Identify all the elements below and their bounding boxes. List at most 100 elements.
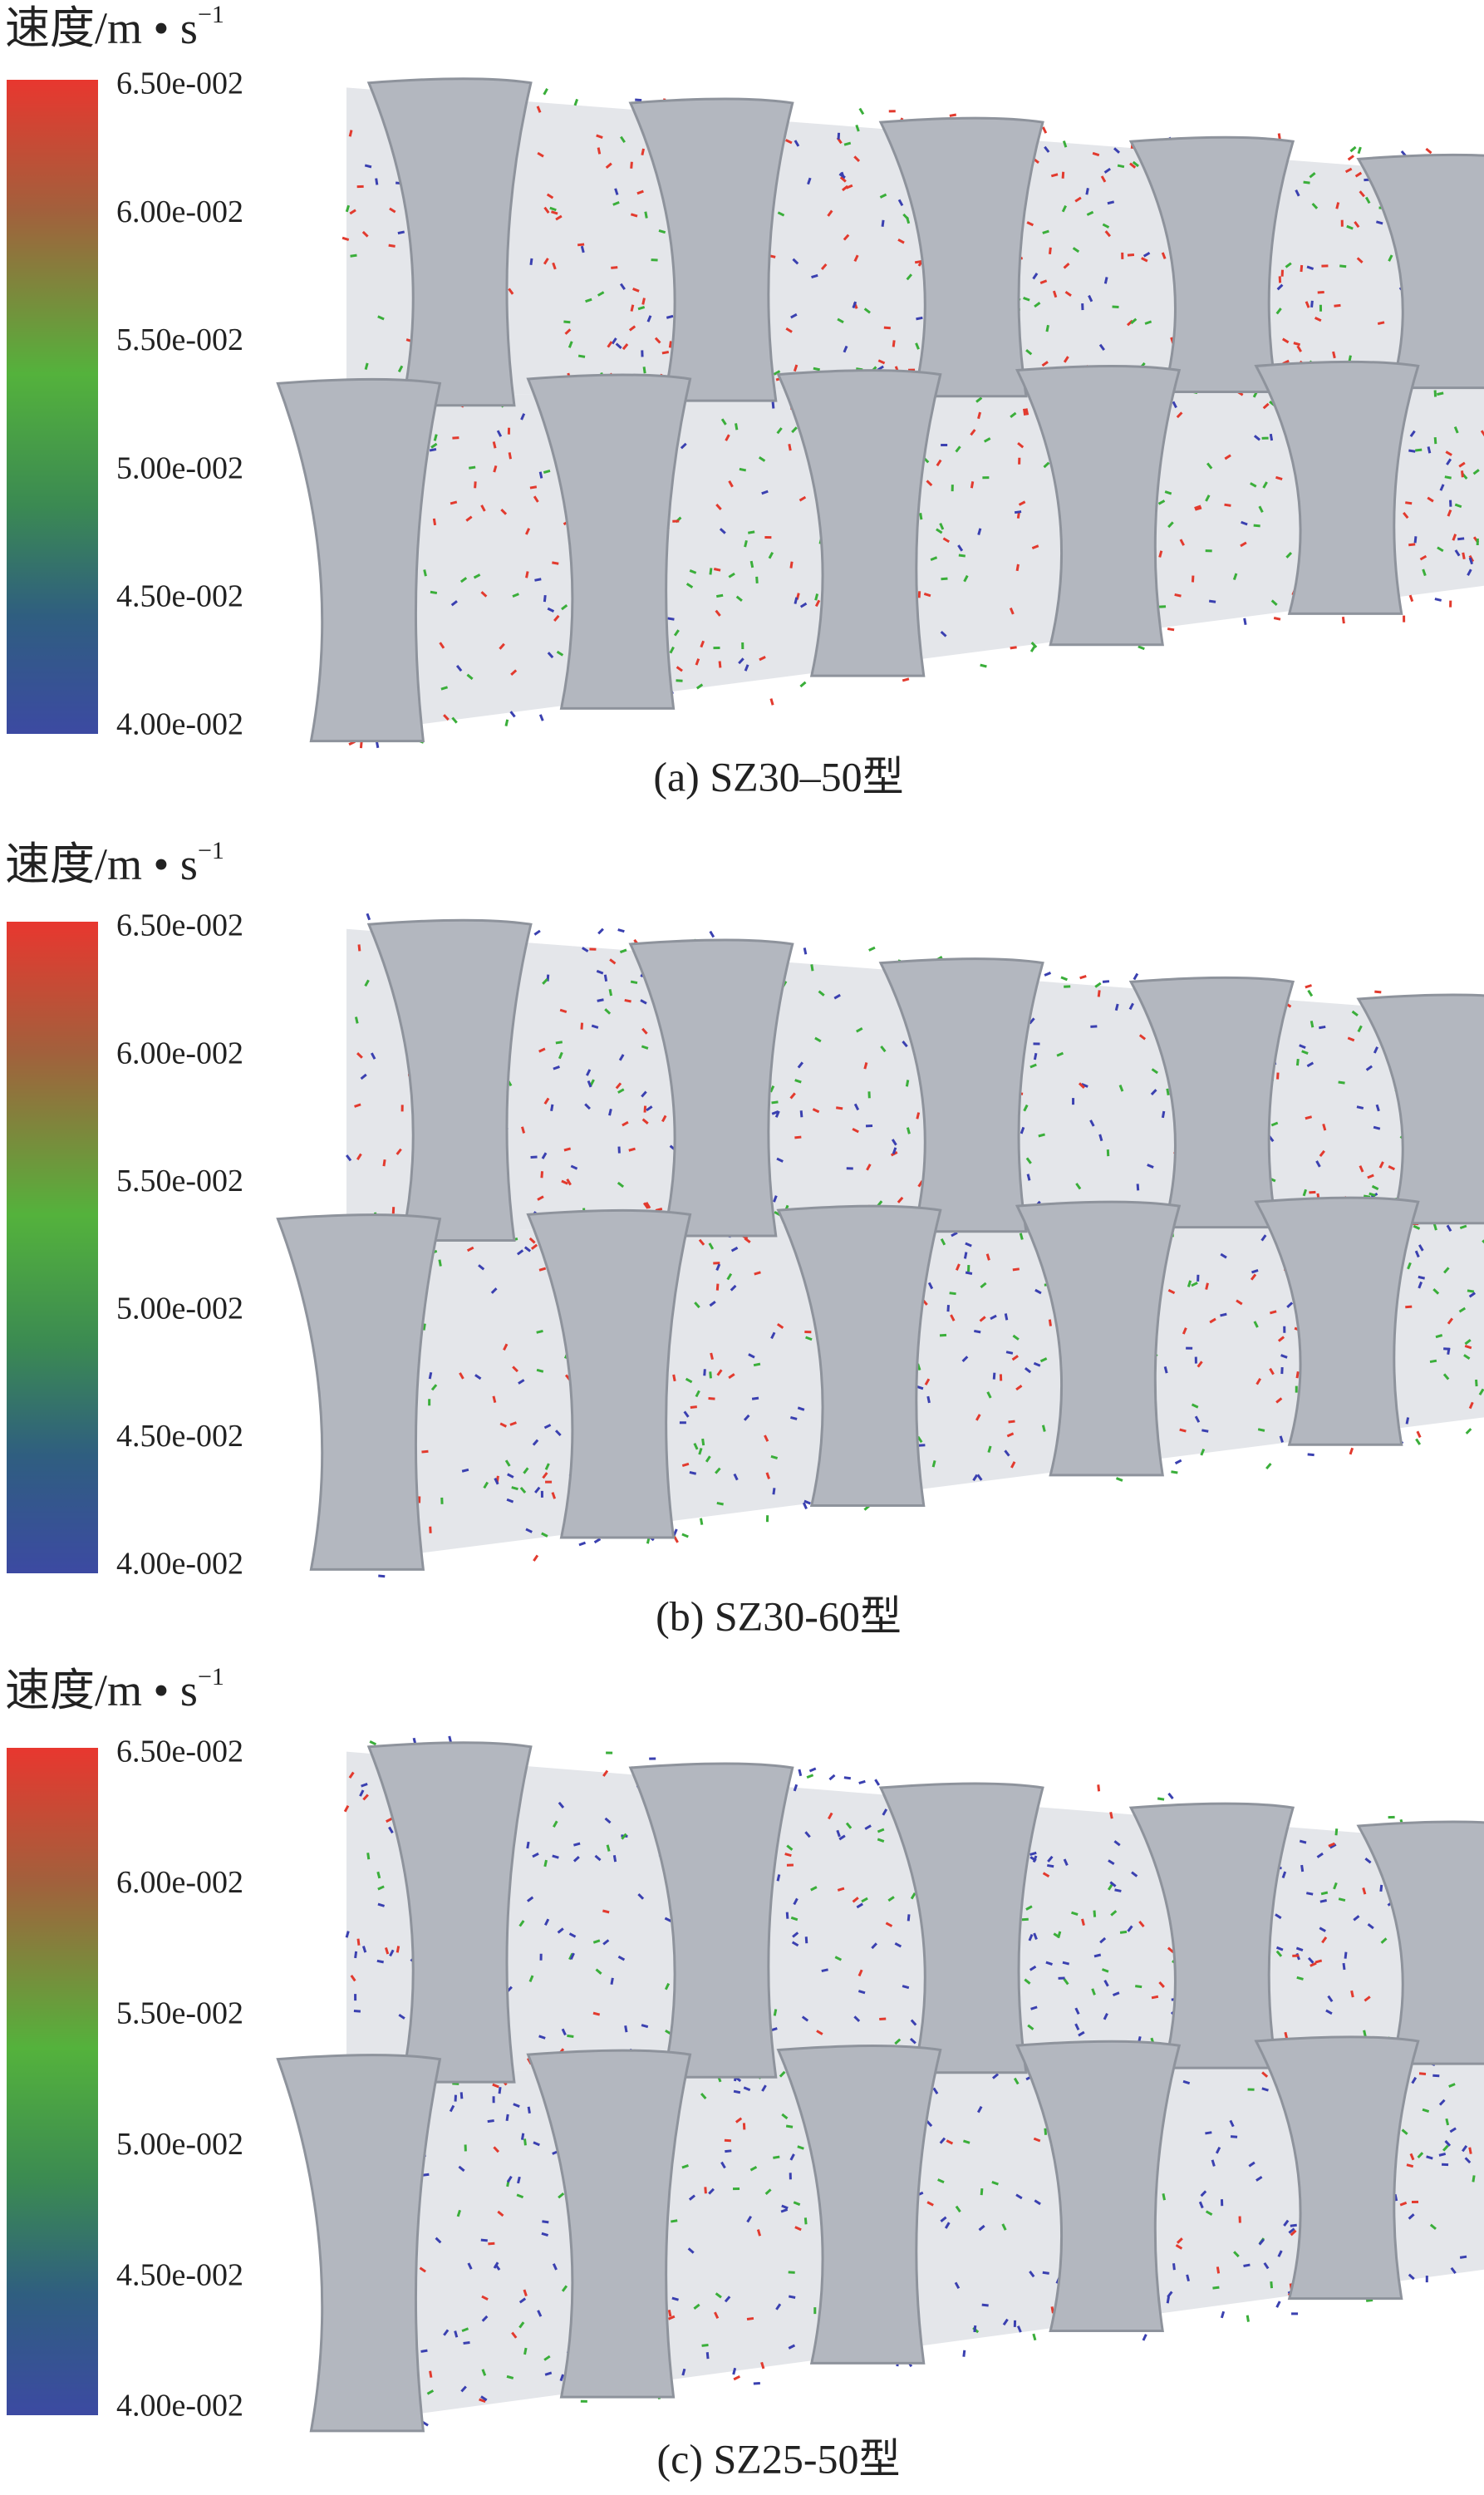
colorbar-tick-label: 6.50e-002 (116, 908, 243, 943)
screw-flight (628, 97, 794, 402)
velocity-vector (1408, 2273, 1415, 2281)
velocity-vector (965, 1271, 973, 1275)
velocity-vector (1445, 450, 1452, 456)
velocity-vector (1301, 1050, 1309, 1055)
velocity-vector (604, 1008, 612, 1015)
velocity-vector (554, 1430, 562, 1437)
velocity-vector (1437, 391, 1444, 396)
velocity-vector (1353, 1915, 1360, 1922)
velocity-vector (709, 930, 715, 938)
screw-flight (276, 377, 442, 743)
velocity-vector (1347, 1036, 1355, 1042)
velocity-vector (940, 1238, 946, 1246)
velocity-vector (1208, 599, 1216, 603)
screw-flight (878, 1782, 1044, 2074)
velocity-vector (1098, 343, 1105, 352)
velocity-vector (981, 2303, 989, 2307)
velocity-vector (700, 2093, 707, 2099)
velocity-vector (397, 230, 405, 235)
velocity-vector (1281, 1871, 1287, 1879)
velocity-vector (773, 370, 781, 376)
velocity-vector (641, 1045, 649, 1050)
velocity-vector (1408, 594, 1414, 603)
colorbar-tick-label: 4.50e-002 (116, 579, 243, 614)
velocity-vector (1399, 2201, 1408, 2207)
velocity-vector (1172, 2263, 1176, 2271)
velocity-vector (1341, 617, 1345, 624)
velocity-vector (458, 2165, 465, 2173)
velocity-vector (669, 646, 675, 654)
velocity-vector (420, 2349, 428, 2353)
velocity-vector (1074, 2007, 1080, 2015)
velocity-vector (1138, 1920, 1145, 1928)
velocity-vector (799, 681, 807, 688)
velocity-vector (504, 719, 509, 726)
velocity-vector (798, 1769, 803, 1777)
velocity-vector (1468, 1401, 1474, 1410)
velocity-vector (728, 480, 734, 488)
velocity-vector (916, 316, 923, 321)
velocity-vector (863, 308, 871, 314)
velocity-vector (704, 2187, 707, 2194)
velocity-vector (1128, 1002, 1134, 1011)
velocity-vector (1459, 1224, 1467, 1230)
velocity-vector (780, 2208, 789, 2213)
velocity-vector (1251, 1268, 1259, 1274)
velocity-vector (1101, 1968, 1109, 1973)
velocity-vector (1320, 1891, 1329, 1896)
velocity-vector (771, 401, 775, 409)
colorbar-tick-label: 4.00e-002 (116, 1547, 243, 1582)
velocity-vector (1250, 482, 1257, 488)
velocity-vector (1293, 342, 1301, 347)
velocity-vector (1028, 1933, 1034, 1941)
velocity-vector (1314, 317, 1322, 322)
velocity-vector (364, 164, 372, 169)
velocity-vector (604, 1817, 612, 1824)
velocity-vector (1284, 2031, 1289, 2040)
velocity-vector (926, 480, 933, 487)
velocity-vector (1147, 1164, 1154, 1169)
velocity-vector (720, 418, 727, 426)
velocity-vector (1167, 2291, 1173, 2298)
velocity-vector (520, 413, 526, 421)
velocity-vector (1150, 1089, 1157, 1096)
velocity-vector (1453, 426, 1459, 434)
velocity-vector (1024, 1978, 1031, 1985)
velocity-vector (843, 141, 852, 146)
velocity-vector (620, 135, 626, 144)
velocity-vector (443, 714, 450, 721)
velocity-vector (863, 1062, 868, 1070)
velocity-vector (710, 1352, 714, 1361)
velocity-vector (744, 539, 748, 548)
velocity-vector (654, 337, 661, 344)
velocity-vector (1171, 1470, 1178, 1474)
velocity-vector (743, 2086, 751, 2092)
legend-exponent: −1 (198, 837, 224, 864)
velocity-vector (602, 1769, 609, 1777)
velocity-vector (1263, 2261, 1270, 2270)
velocity-vector (834, 1956, 843, 1961)
velocity-vector (932, 2087, 939, 2094)
velocity-vector (1303, 180, 1310, 185)
velocity-vector (695, 1390, 700, 1398)
screw-flight (1015, 365, 1182, 647)
velocity-vector (1327, 1995, 1334, 2003)
velocity-vector (978, 2224, 985, 2232)
velocity-vector (1468, 2147, 1472, 2154)
velocity-vector (1418, 1244, 1424, 1252)
velocity-vector (537, 151, 544, 158)
velocity-vector (596, 134, 603, 139)
velocity-vector (1182, 2079, 1191, 2085)
velocity-vector (877, 1838, 885, 1843)
velocity-vector (389, 207, 396, 214)
velocity-vector (735, 595, 743, 602)
velocity-vector (543, 88, 548, 96)
velocity-vector (1167, 1946, 1175, 1953)
screw-flight (1015, 1200, 1182, 1477)
velocity-vector (506, 2175, 513, 2183)
velocity-vector (1062, 140, 1068, 148)
velocity-vector (788, 2344, 796, 2350)
velocity-vector (1008, 1420, 1015, 1424)
velocity-vector (776, 427, 783, 435)
velocity-vector (1194, 1415, 1201, 1423)
